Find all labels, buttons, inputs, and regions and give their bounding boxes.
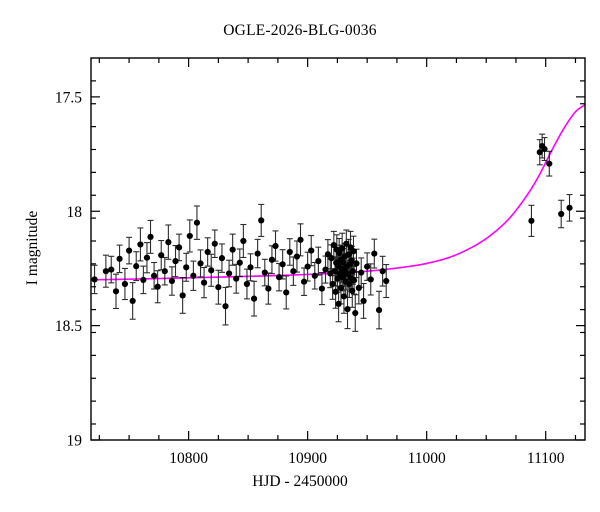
svg-text:10800: 10800 <box>169 450 208 467</box>
svg-text:18.5: 18.5 <box>55 318 82 335</box>
svg-text:18: 18 <box>67 204 83 221</box>
x-axis-label: HJD - 2450000 <box>252 473 348 490</box>
svg-text:10900: 10900 <box>288 450 327 467</box>
svg-text:17.5: 17.5 <box>55 89 82 106</box>
svg-text:11000: 11000 <box>408 450 446 467</box>
svg-text:19: 19 <box>67 433 83 450</box>
svg-text:11100: 11100 <box>527 450 565 467</box>
chart-title: OGLE-2026-BLG-0036 <box>223 22 377 39</box>
